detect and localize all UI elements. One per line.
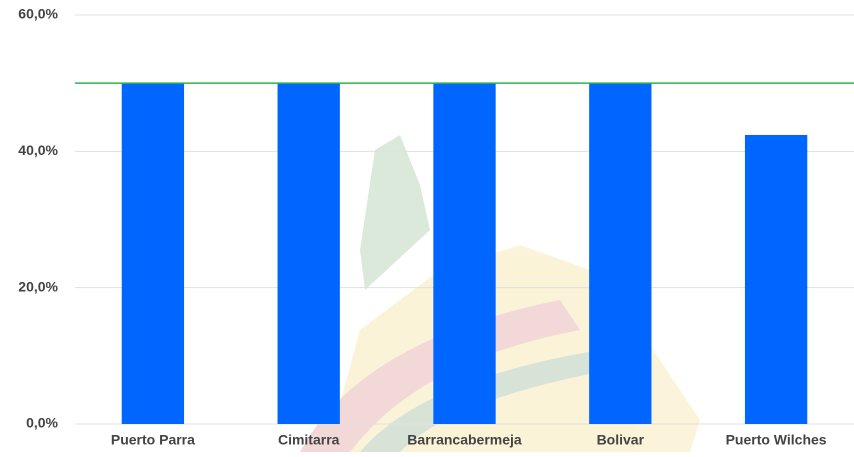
y-tick-label: 0,0% <box>26 415 58 431</box>
y-tick-label: 20,0% <box>18 278 58 294</box>
bar <box>589 83 652 425</box>
bar <box>277 83 340 425</box>
x-tick-label: Puerto Parra <box>111 432 195 448</box>
y-tick-label: 60,0% <box>18 6 58 22</box>
bar <box>744 134 808 424</box>
x-tick-label: Bolivar <box>597 432 645 448</box>
y-tick-label: 40,0% <box>18 142 58 158</box>
bar <box>433 83 496 425</box>
x-tick-label: Barrancabermeja <box>407 432 522 448</box>
x-tick-label: Cimitarra <box>278 432 340 448</box>
x-tick-label: Puerto Wilches <box>726 432 827 448</box>
bar <box>121 83 185 425</box>
